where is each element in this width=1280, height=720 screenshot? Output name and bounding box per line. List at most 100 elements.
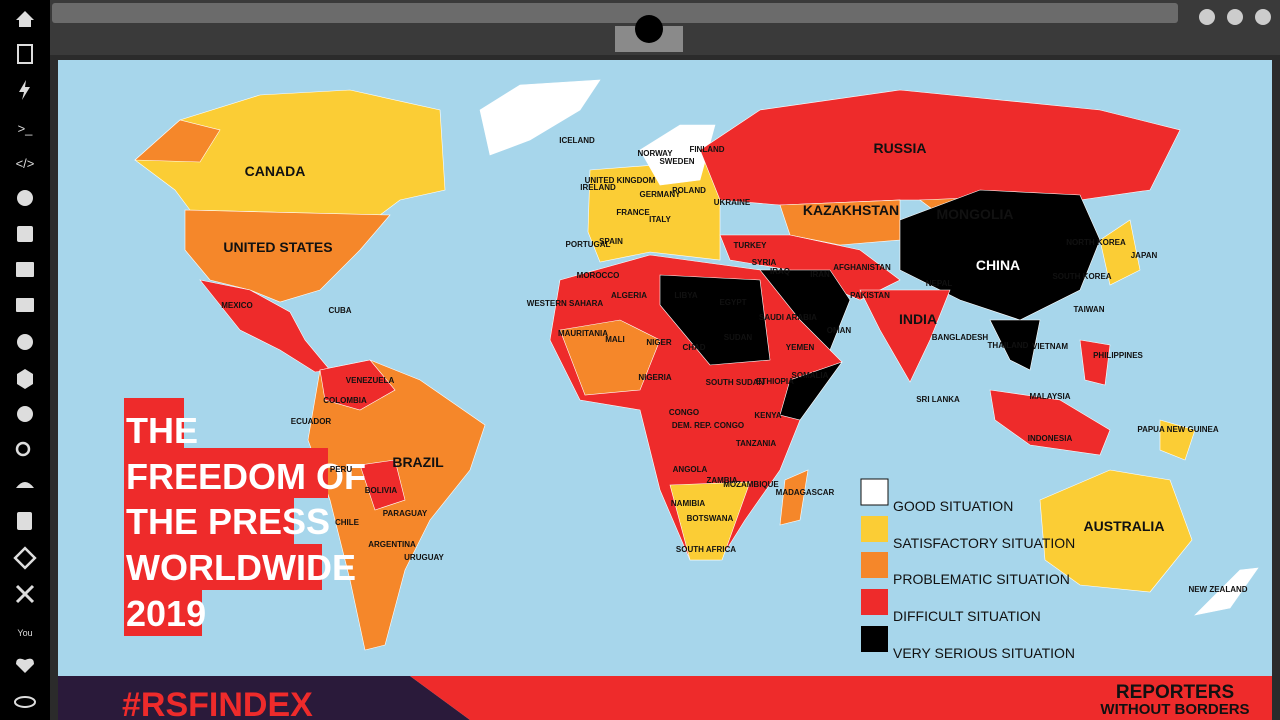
country-label: BRAZIL bbox=[392, 454, 444, 470]
sidebar bbox=[0, 0, 50, 720]
country-label: ICELAND bbox=[559, 136, 595, 145]
country-label: IRELAND bbox=[580, 183, 616, 192]
title-line: THE PRESS bbox=[126, 501, 330, 542]
country-label: NAMIBIA bbox=[671, 499, 705, 508]
country-label: JAPAN bbox=[1131, 251, 1158, 260]
country-label: ALGERIA bbox=[611, 291, 647, 300]
country-label: FRANCE bbox=[616, 208, 650, 217]
country-label: THAILAND bbox=[988, 341, 1029, 350]
country-label: IRAQ bbox=[770, 267, 790, 276]
country-label: BANGLADESH bbox=[932, 333, 989, 342]
country-label: VENEZUELA bbox=[346, 376, 395, 385]
country-label: LIBYA bbox=[674, 291, 697, 300]
title-line: 2019 bbox=[126, 593, 206, 634]
country-label: CHILE bbox=[335, 518, 360, 527]
country-label: CHAD bbox=[682, 343, 705, 352]
legend-label: PROBLEMATIC SITUATION bbox=[893, 571, 1070, 587]
country-label: INDIA bbox=[899, 311, 937, 327]
country-label: RUSSIA bbox=[874, 140, 927, 156]
country-label: ECUADOR bbox=[291, 417, 332, 426]
country-label: PAPUA NEW GUINEA bbox=[1137, 425, 1219, 434]
country-label: ITALY bbox=[649, 215, 671, 224]
country-label: ETHIOPIA bbox=[756, 377, 794, 386]
country-label: UKRAINE bbox=[714, 198, 751, 207]
country-label: CANADA bbox=[245, 163, 306, 179]
country-label: WESTERN SAHARA bbox=[527, 299, 604, 308]
country-label: INDONESIA bbox=[1028, 434, 1073, 443]
country-label: VIETNAM bbox=[1032, 342, 1068, 351]
country-label: NIGER bbox=[646, 338, 672, 347]
maximize-button[interactable] bbox=[1227, 9, 1243, 25]
country-label: MAURITANIA bbox=[558, 329, 608, 338]
country-label: KENYA bbox=[754, 411, 781, 420]
country-label: UNITED KINGDOM bbox=[585, 176, 656, 185]
sidebar-icons[interactable]: >_ </> You bbox=[13, 11, 37, 708]
country-label: MOROCCO bbox=[577, 271, 620, 280]
legend-label: VERY SERIOUS SITUATION bbox=[893, 645, 1075, 661]
country-label: PARAGUAY bbox=[383, 509, 428, 518]
country-label: IRAN bbox=[810, 270, 830, 279]
minimize-button[interactable] bbox=[1199, 9, 1215, 25]
country-label: SOUTH KOREA bbox=[1052, 272, 1111, 281]
country-label: ANGOLA bbox=[673, 465, 708, 474]
hashtag: #RSFINDEX bbox=[122, 686, 313, 720]
country-label: TANZANIA bbox=[736, 439, 777, 448]
legend-label: SATISFACTORY SITUATION bbox=[893, 535, 1075, 551]
country-label: SWEDEN bbox=[659, 157, 694, 166]
country-label: MONGOLIA bbox=[937, 206, 1014, 222]
address-field[interactable] bbox=[52, 3, 1178, 23]
country-label: CHINA bbox=[976, 257, 1020, 273]
country-label: MALI bbox=[605, 335, 625, 344]
country-label: MADAGASCAR bbox=[776, 488, 835, 497]
country-label: URUGUAY bbox=[404, 553, 444, 562]
country-label: KAZAKHSTAN bbox=[803, 202, 899, 218]
legend-label: DIFFICULT SITUATION bbox=[893, 608, 1041, 624]
footer-left bbox=[58, 676, 470, 720]
country-label: PERU bbox=[330, 465, 352, 474]
country-label: EGYPT bbox=[719, 298, 746, 307]
country-label: AUSTRALIA bbox=[1084, 518, 1165, 534]
country-label: MALAYSIA bbox=[1029, 392, 1070, 401]
country-label: NEPAL bbox=[926, 279, 953, 288]
country-label: SRI LANKA bbox=[916, 395, 960, 404]
country-label: GERMANY bbox=[640, 190, 682, 199]
country-label: TAIWAN bbox=[1074, 305, 1105, 314]
country-label: BOTSWANA bbox=[687, 514, 734, 523]
close-button[interactable] bbox=[1255, 9, 1271, 25]
country-label: FINLAND bbox=[689, 145, 724, 154]
title-line: WORLDWIDE bbox=[126, 547, 356, 588]
country-label: PHILIPPINES bbox=[1093, 351, 1143, 360]
country-label: CUBA bbox=[328, 306, 351, 315]
country-label: NEW ZEALAND bbox=[1188, 585, 1247, 594]
country-label: PAKISTAN bbox=[850, 291, 890, 300]
title-line: THE bbox=[126, 410, 198, 451]
country-label: ARGENTINA bbox=[368, 540, 416, 549]
svg-text:</>: </> bbox=[16, 156, 35, 171]
country-label: SOMALIA bbox=[792, 371, 829, 380]
country-label: UNITED STATES bbox=[223, 239, 332, 255]
country-label: MOZAMBIQUE bbox=[723, 480, 779, 489]
country-label: YEMEN bbox=[786, 343, 815, 352]
country-label: PORTUGAL bbox=[566, 240, 611, 249]
legend: GOOD SITUATION SATISFACTORY SITUATION PR… bbox=[860, 478, 1075, 661]
country-label: CONGO bbox=[669, 408, 699, 417]
country-label: COLOMBIA bbox=[323, 396, 367, 405]
country-label: POLAND bbox=[672, 186, 706, 195]
footer-right bbox=[410, 676, 1272, 720]
org-name: WITHOUT BORDERS bbox=[1100, 701, 1249, 718]
country-label: SOUTH SUDAN bbox=[706, 378, 765, 387]
country-label: NIGERIA bbox=[638, 373, 672, 382]
svg-text:You: You bbox=[17, 628, 32, 638]
app-icon bbox=[635, 15, 663, 43]
country-label: TURKEY bbox=[734, 241, 768, 250]
country-label: DEM. REP. CONGO bbox=[672, 421, 744, 430]
svg-text:>_: >_ bbox=[18, 121, 34, 136]
country-label: OMAN bbox=[827, 326, 852, 335]
country-label: ZAMBIA bbox=[706, 476, 737, 485]
country-label: MEXICO bbox=[221, 301, 253, 310]
country-label: BOLIVIA bbox=[365, 486, 398, 495]
country-label: SAUDI ARABIA bbox=[759, 313, 817, 322]
title-block: THE FREEDOM OF THE PRESS WORLDWIDE 2019 bbox=[124, 398, 366, 636]
country-label: SOUTH AFRICA bbox=[676, 545, 736, 554]
